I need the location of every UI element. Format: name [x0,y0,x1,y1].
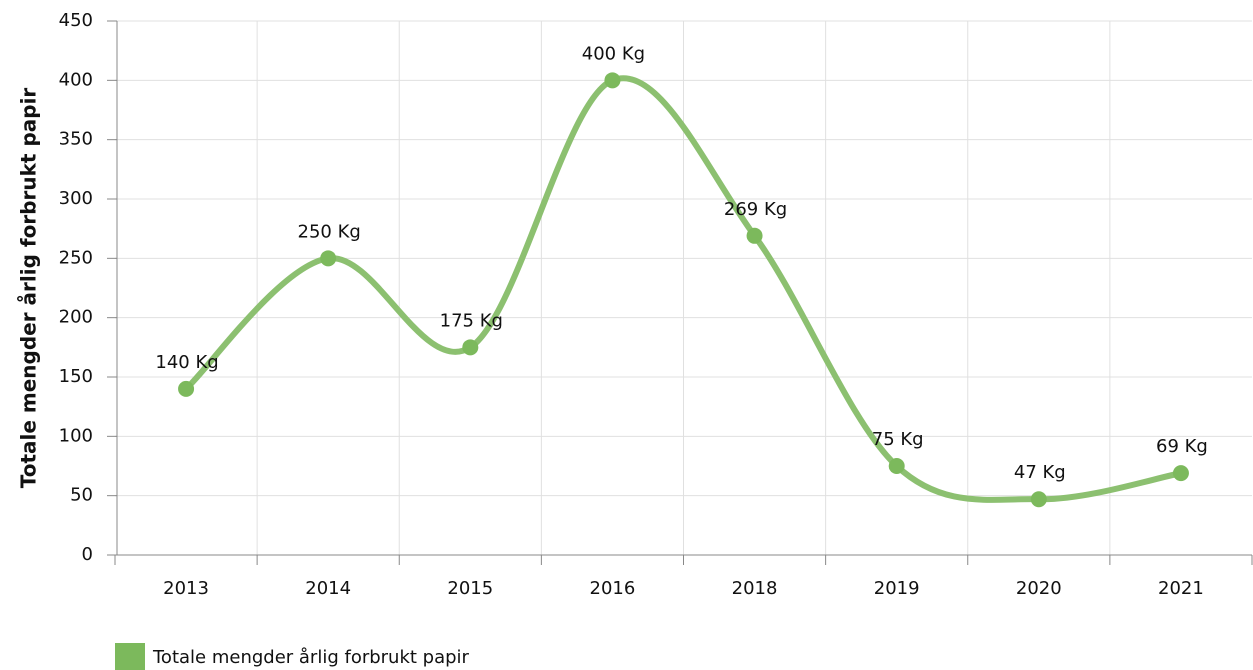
marker [178,380,195,397]
marker [604,72,621,89]
data-label: 269 Kg [724,199,787,220]
data-label: 75 Kg [872,429,924,450]
data-label: 175 Kg [440,310,503,331]
marker [320,250,337,267]
x-tick-label: 2018 [732,578,778,599]
x-tick-label: 2020 [1016,578,1062,599]
y-tick-label: 50 [70,485,93,506]
y-tick-label: 100 [59,425,93,446]
data-label: 140 Kg [155,352,218,373]
y-tick-label: 400 [59,69,93,90]
y-tick-label: 250 [59,247,93,268]
data-label: 250 Kg [298,221,361,242]
x-tick-label: 2019 [874,578,920,599]
x-tick-label: 2015 [447,578,493,599]
line [184,75,1182,503]
marker [462,339,479,356]
data-label: 400 Kg [582,43,645,64]
y-tick-label: 350 [59,129,93,150]
y-tick-label: 0 [82,544,93,565]
y-axis-title: Totale mengder årlig forbrukt papir [17,88,41,489]
x-tick-label: 2016 [590,578,636,599]
legend-label: Totale mengder årlig forbrukt papir [152,647,470,668]
x-tick-label: 2014 [305,578,351,599]
marker [1030,491,1047,508]
marker [888,458,905,474]
marker [1172,465,1189,482]
x-tick-label: 2013 [163,578,209,599]
data-label: 69 Kg [1156,436,1208,457]
data-label: 47 Kg [1014,462,1066,483]
x-tick-label: 2021 [1158,578,1204,599]
y-tick-label: 200 [59,307,93,328]
y-tick-label: 150 [59,366,93,387]
y-tick-label: 450 [59,10,93,31]
legend-swatch [115,643,145,670]
y-tick-label: 300 [59,188,93,209]
marker [746,227,763,244]
